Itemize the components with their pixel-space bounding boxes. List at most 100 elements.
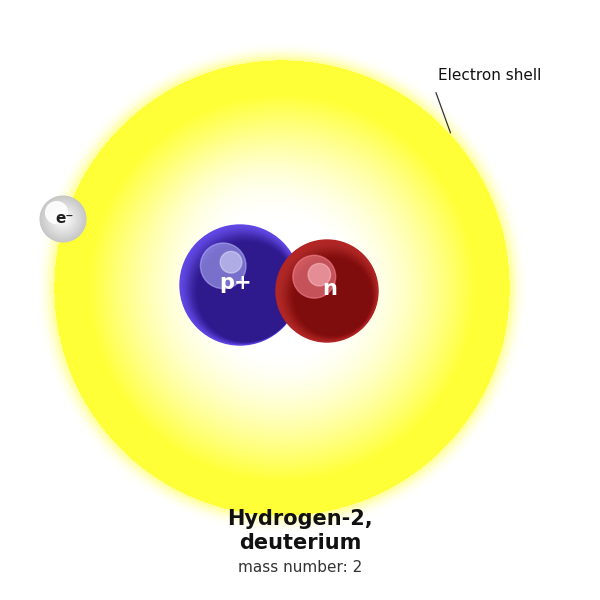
Circle shape xyxy=(196,241,284,329)
Circle shape xyxy=(223,269,257,301)
Circle shape xyxy=(295,259,359,323)
Circle shape xyxy=(292,256,362,326)
Circle shape xyxy=(58,213,69,224)
Circle shape xyxy=(43,199,83,239)
Circle shape xyxy=(293,255,335,298)
Circle shape xyxy=(193,238,287,332)
Circle shape xyxy=(287,251,373,337)
Circle shape xyxy=(191,236,297,342)
Circle shape xyxy=(314,278,340,304)
Circle shape xyxy=(189,234,291,336)
Circle shape xyxy=(194,239,286,331)
Circle shape xyxy=(302,266,352,316)
Circle shape xyxy=(296,260,358,322)
Circle shape xyxy=(289,253,365,329)
Circle shape xyxy=(195,240,296,341)
Circle shape xyxy=(205,251,275,319)
Circle shape xyxy=(220,251,242,273)
Circle shape xyxy=(43,199,83,239)
Circle shape xyxy=(56,212,70,226)
Circle shape xyxy=(50,206,76,232)
Circle shape xyxy=(298,262,356,320)
Circle shape xyxy=(233,278,247,292)
Circle shape xyxy=(299,263,369,333)
Circle shape xyxy=(235,280,245,290)
Text: e⁻: e⁻ xyxy=(56,211,74,226)
Circle shape xyxy=(313,277,341,305)
Circle shape xyxy=(44,200,82,238)
Circle shape xyxy=(296,260,370,334)
Circle shape xyxy=(228,273,252,297)
Circle shape xyxy=(295,259,370,334)
Circle shape xyxy=(225,270,255,300)
Circle shape xyxy=(209,254,271,316)
Circle shape xyxy=(211,256,269,314)
Circle shape xyxy=(201,246,279,324)
Circle shape xyxy=(199,244,281,326)
Text: mass number: 2: mass number: 2 xyxy=(238,559,362,575)
Circle shape xyxy=(217,262,263,308)
Circle shape xyxy=(235,280,245,289)
Circle shape xyxy=(208,253,293,338)
Circle shape xyxy=(311,275,343,307)
Circle shape xyxy=(304,268,350,314)
Circle shape xyxy=(198,243,282,327)
Circle shape xyxy=(46,202,80,236)
Circle shape xyxy=(192,237,288,333)
Circle shape xyxy=(208,253,272,317)
Circle shape xyxy=(310,274,344,308)
Circle shape xyxy=(193,238,287,331)
Circle shape xyxy=(314,278,340,304)
Circle shape xyxy=(190,235,290,335)
Circle shape xyxy=(280,244,374,338)
Circle shape xyxy=(191,235,290,335)
Circle shape xyxy=(326,290,328,292)
Circle shape xyxy=(59,215,67,223)
Circle shape xyxy=(285,249,369,333)
Text: p+: p+ xyxy=(219,273,251,293)
Circle shape xyxy=(188,233,292,337)
Circle shape xyxy=(218,263,263,307)
Circle shape xyxy=(61,217,65,221)
Circle shape xyxy=(60,216,66,222)
Circle shape xyxy=(303,267,351,315)
Circle shape xyxy=(56,212,70,226)
Circle shape xyxy=(286,250,368,332)
Circle shape xyxy=(203,248,277,322)
Circle shape xyxy=(288,252,366,330)
Circle shape xyxy=(299,263,355,319)
Circle shape xyxy=(230,275,250,295)
Circle shape xyxy=(234,279,246,291)
Circle shape xyxy=(307,271,347,311)
Text: Hydrogen-2,
deuterium: Hydrogen-2, deuterium xyxy=(227,509,373,553)
Circle shape xyxy=(224,269,256,301)
Circle shape xyxy=(286,250,368,332)
Circle shape xyxy=(276,240,378,342)
Circle shape xyxy=(47,203,79,235)
Circle shape xyxy=(61,217,65,221)
Circle shape xyxy=(62,218,64,220)
Circle shape xyxy=(229,274,251,296)
Circle shape xyxy=(277,241,377,341)
Circle shape xyxy=(325,289,329,293)
Circle shape xyxy=(302,265,368,332)
Circle shape xyxy=(185,230,299,344)
Circle shape xyxy=(185,229,296,340)
Circle shape xyxy=(59,215,67,223)
Circle shape xyxy=(183,228,297,342)
Circle shape xyxy=(323,287,331,295)
Circle shape xyxy=(316,280,338,302)
Circle shape xyxy=(53,209,73,229)
Circle shape xyxy=(302,265,353,317)
Circle shape xyxy=(50,206,76,232)
Circle shape xyxy=(232,277,248,293)
Circle shape xyxy=(61,217,65,221)
Circle shape xyxy=(305,269,349,313)
Circle shape xyxy=(284,248,375,339)
Circle shape xyxy=(293,257,371,335)
Circle shape xyxy=(321,285,333,297)
Circle shape xyxy=(296,260,358,322)
Circle shape xyxy=(218,263,262,307)
Circle shape xyxy=(212,257,269,313)
Circle shape xyxy=(319,283,335,299)
